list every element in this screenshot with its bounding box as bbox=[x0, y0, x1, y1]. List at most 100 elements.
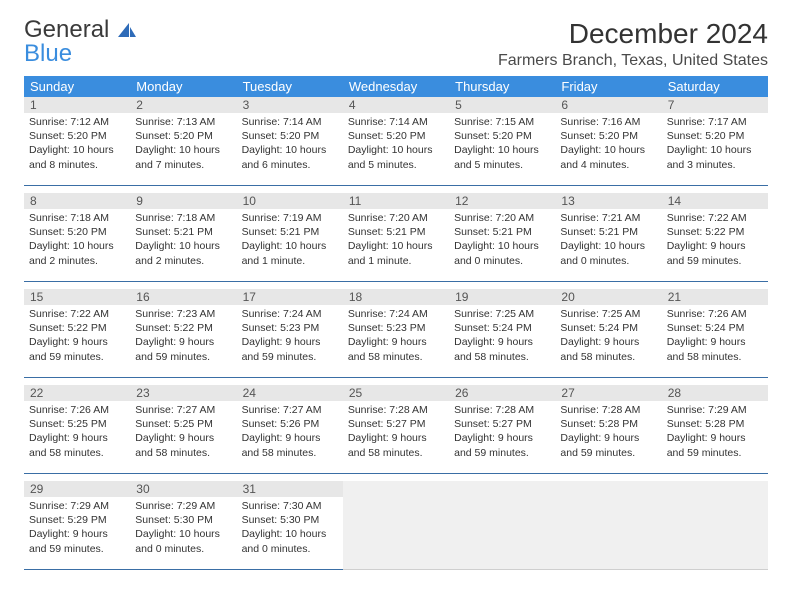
sunrise-line: Sunrise: 7:29 AM bbox=[29, 499, 125, 513]
day-body: Sunrise: 7:20 AMSunset: 5:21 PMDaylight:… bbox=[343, 209, 449, 272]
sunrise-line: Sunrise: 7:28 AM bbox=[454, 403, 550, 417]
day-cell: 4Sunrise: 7:14 AMSunset: 5:20 PMDaylight… bbox=[343, 97, 449, 185]
sunset-line: Sunset: 5:30 PM bbox=[135, 513, 231, 527]
daylight-line: Daylight: 10 hours and 1 minute. bbox=[242, 239, 338, 267]
calendar-table: Sunday Monday Tuesday Wednesday Thursday… bbox=[24, 76, 768, 570]
day-body: Sunrise: 7:23 AMSunset: 5:22 PMDaylight:… bbox=[130, 305, 236, 368]
sunset-line: Sunset: 5:26 PM bbox=[242, 417, 338, 431]
day-cell: 30Sunrise: 7:29 AMSunset: 5:30 PMDayligh… bbox=[130, 481, 236, 569]
empty-cell bbox=[555, 481, 661, 569]
day-cell: 24Sunrise: 7:27 AMSunset: 5:26 PMDayligh… bbox=[237, 385, 343, 473]
day-cell: 2Sunrise: 7:13 AMSunset: 5:20 PMDaylight… bbox=[130, 97, 236, 185]
sunset-line: Sunset: 5:20 PM bbox=[135, 129, 231, 143]
day-body: Sunrise: 7:22 AMSunset: 5:22 PMDaylight:… bbox=[662, 209, 768, 272]
day-number: 11 bbox=[343, 193, 449, 209]
day-body: Sunrise: 7:29 AMSunset: 5:29 PMDaylight:… bbox=[24, 497, 130, 560]
sunset-line: Sunset: 5:28 PM bbox=[667, 417, 763, 431]
day-body: Sunrise: 7:26 AMSunset: 5:25 PMDaylight:… bbox=[24, 401, 130, 464]
sunset-line: Sunset: 5:20 PM bbox=[667, 129, 763, 143]
sunset-line: Sunset: 5:22 PM bbox=[135, 321, 231, 335]
sunset-line: Sunset: 5:22 PM bbox=[667, 225, 763, 239]
day-cell: 15 Sunrise: 7:22 AMSunset: 5:22 PMDayligh… bbox=[24, 289, 130, 377]
day-body: Sunrise: 7:27 AMSunset: 5:25 PMDaylight:… bbox=[130, 401, 236, 464]
day-number: 22 bbox=[24, 385, 130, 401]
day-body: Sunrise: 7:28 AMSunset: 5:28 PMDaylight:… bbox=[555, 401, 661, 464]
day-body: Sunrise: 7:27 AMSunset: 5:26 PMDaylight:… bbox=[237, 401, 343, 464]
day-number: 25 bbox=[343, 385, 449, 401]
sunrise-line: Sunrise: 7:27 AM bbox=[242, 403, 338, 417]
sunrise-line: Sunrise: 7:23 AM bbox=[135, 307, 231, 321]
sunset-line: Sunset: 5:20 PM bbox=[560, 129, 656, 143]
sunrise-line: Sunrise: 7:28 AM bbox=[348, 403, 444, 417]
day-body: Sunrise: 7:25 AMSunset: 5:24 PMDaylight:… bbox=[449, 305, 555, 368]
daylight-line: Daylight: 9 hours and 58 minutes. bbox=[560, 335, 656, 363]
day-body: Sunrise: 7:18 AMSunset: 5:21 PMDaylight:… bbox=[130, 209, 236, 272]
day-number: 5 bbox=[449, 97, 555, 113]
day-number: 8 bbox=[24, 193, 130, 209]
daylight-line: Daylight: 9 hours and 59 minutes. bbox=[454, 431, 550, 459]
day-cell: 3Sunrise: 7:14 AMSunset: 5:20 PMDaylight… bbox=[237, 97, 343, 185]
header: General Blue December 2024 Farmers Branc… bbox=[24, 18, 768, 70]
day-cell: 31Sunrise: 7:30 AMSunset: 5:30 PMDayligh… bbox=[237, 481, 343, 569]
day-number: 27 bbox=[555, 385, 661, 401]
week-row: 1Sunrise: 7:12 AMSunset: 5:20 PMDaylight… bbox=[24, 97, 768, 185]
daylight-line: Daylight: 9 hours and 59 minutes. bbox=[135, 335, 231, 363]
day-body: Sunrise: 7:28 AMSunset: 5:27 PMDaylight:… bbox=[343, 401, 449, 464]
sunset-line: Sunset: 5:22 PM bbox=[29, 321, 125, 335]
week-row: 8Sunrise: 7:18 AMSunset: 5:20 PMDaylight… bbox=[24, 193, 768, 281]
sunrise-line: Sunrise: 7:17 AM bbox=[667, 115, 763, 129]
sunset-line: Sunset: 5:25 PM bbox=[29, 417, 125, 431]
logo-sail-icon bbox=[118, 23, 136, 37]
sunrise-line: Sunrise: 7:16 AM bbox=[560, 115, 656, 129]
sunrise-line: Sunrise: 7:12 AM bbox=[29, 115, 125, 129]
day-cell: 11Sunrise: 7:20 AMSunset: 5:21 PMDayligh… bbox=[343, 193, 449, 281]
sunset-line: Sunset: 5:24 PM bbox=[454, 321, 550, 335]
day-number: 1 bbox=[24, 97, 130, 113]
weekday-header: Monday bbox=[130, 76, 236, 97]
sunset-line: Sunset: 5:21 PM bbox=[454, 225, 550, 239]
day-body: Sunrise: 7:14 AMSunset: 5:20 PMDaylight:… bbox=[343, 113, 449, 176]
week-row: 15Sunrise: 7:22 AMSunset: 5:22 PMDayligh… bbox=[24, 289, 768, 377]
daylight-line: Daylight: 10 hours and 7 minutes. bbox=[135, 143, 231, 171]
weekday-header: Saturday bbox=[662, 76, 768, 97]
daylight-line: Daylight: 10 hours and 5 minutes. bbox=[454, 143, 550, 171]
month-title: December 2024 bbox=[498, 18, 768, 50]
daylight-line: Daylight: 9 hours and 58 minutes. bbox=[667, 335, 763, 363]
day-body: Sunrise: 7:24 AMSunset: 5:23 PMDaylight:… bbox=[343, 305, 449, 368]
sunrise-line: Sunrise: 7:20 AM bbox=[348, 211, 444, 225]
day-cell: 26Sunrise: 7:28 AMSunset: 5:27 PMDayligh… bbox=[449, 385, 555, 473]
daylight-line: Daylight: 9 hours and 58 minutes. bbox=[242, 431, 338, 459]
day-cell: 9Sunrise: 7:18 AMSunset: 5:21 PMDaylight… bbox=[130, 193, 236, 281]
logo-general: General bbox=[24, 16, 109, 43]
sunrise-line: Sunrise: 7:22 AM bbox=[29, 307, 125, 321]
sunset-line: Sunset: 5:21 PM bbox=[135, 225, 231, 239]
day-body: Sunrise: 7:15 AMSunset: 5:20 PMDaylight:… bbox=[449, 113, 555, 176]
sunrise-line: Sunrise: 7:22 AM bbox=[667, 211, 763, 225]
day-number: 15 bbox=[24, 289, 130, 305]
day-cell: 29Sunrise: 7:29 AMSunset: 5:29 PMDayligh… bbox=[24, 481, 130, 569]
sunset-line: Sunset: 5:21 PM bbox=[242, 225, 338, 239]
weekday-header: Friday bbox=[555, 76, 661, 97]
sunrise-line: Sunrise: 7:24 AM bbox=[348, 307, 444, 321]
day-body: Sunrise: 7:19 AMSunset: 5:21 PMDaylight:… bbox=[237, 209, 343, 272]
week-spacer bbox=[24, 377, 768, 385]
day-cell: 18Sunrise: 7:24 AMSunset: 5:23 PMDayligh… bbox=[343, 289, 449, 377]
day-cell: 19Sunrise: 7:25 AMSunset: 5:24 PMDayligh… bbox=[449, 289, 555, 377]
sunset-line: Sunset: 5:27 PM bbox=[454, 417, 550, 431]
daylight-line: Daylight: 10 hours and 4 minutes. bbox=[560, 143, 656, 171]
day-number: 6 bbox=[555, 97, 661, 113]
sunrise-line: Sunrise: 7:27 AM bbox=[135, 403, 231, 417]
week-spacer bbox=[24, 185, 768, 193]
day-number: 3 bbox=[237, 97, 343, 113]
logo-text: General Blue bbox=[24, 18, 136, 66]
daylight-line: Daylight: 9 hours and 59 minutes. bbox=[29, 335, 125, 363]
sunset-line: Sunset: 5:23 PM bbox=[242, 321, 338, 335]
day-body: Sunrise: 7:30 AMSunset: 5:30 PMDaylight:… bbox=[237, 497, 343, 560]
calendar-body: 1Sunrise: 7:12 AMSunset: 5:20 PMDaylight… bbox=[24, 97, 768, 569]
sunrise-line: Sunrise: 7:26 AM bbox=[667, 307, 763, 321]
day-number: 20 bbox=[555, 289, 661, 305]
sunset-line: Sunset: 5:20 PM bbox=[242, 129, 338, 143]
day-number: 21 bbox=[662, 289, 768, 305]
daylight-line: Daylight: 10 hours and 1 minute. bbox=[348, 239, 444, 267]
day-body: Sunrise: 7:26 AMSunset: 5:24 PMDaylight:… bbox=[662, 305, 768, 368]
